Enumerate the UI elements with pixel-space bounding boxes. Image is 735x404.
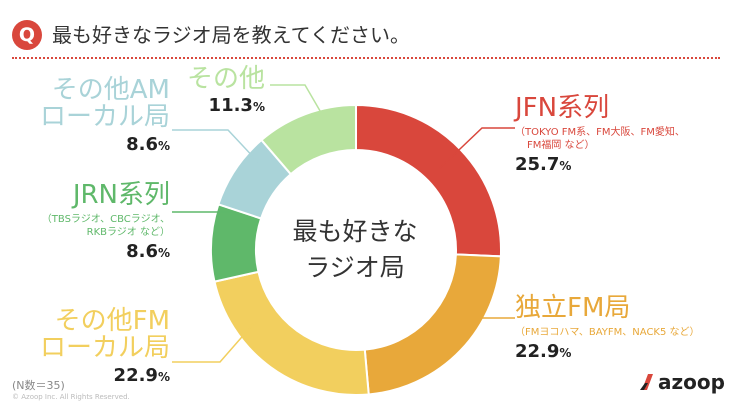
label-other-name: その他 (186, 64, 265, 94)
azoop-logo-text: azoop (658, 370, 725, 394)
label-other-fm-pct: 22.9% (113, 364, 170, 386)
label-jfn-pct: 25.7% (515, 154, 572, 176)
label-jrn-sub-1: （TBSラジオ、CBCラジオ、 (41, 214, 170, 226)
title-divider (12, 57, 720, 59)
label-jrn-pct: 8.6% (126, 241, 170, 263)
label-other-fm-name-2: ローカル局 (39, 333, 170, 364)
label-jfn-sub-2: FM福岡 など） (527, 140, 595, 152)
label-jrn-sub-2: RKBラジオ など） (86, 227, 170, 239)
chart-center-label: 最も好きな ラジオ局 (255, 214, 455, 286)
label-independent-fm-sub: （FMヨコハマ、BAYFM、NACK5 など） (515, 327, 700, 339)
label-independent-fm-name: 独立FM局 (515, 293, 631, 323)
copyright: © Azoop Inc. All Rights Reserved. (12, 393, 130, 401)
slice-other-fm (213, 270, 370, 396)
leader-line-other-fm (172, 321, 256, 363)
label-other-fm-name-1: その他FM (54, 306, 170, 336)
label-independent-fm-pct: 22.9% (515, 341, 572, 363)
leader-line-jfn (439, 127, 515, 169)
label-jfn: JFN系列 （TOKYO FM系、FM大阪、FM愛知、 FM福岡 など） 25.… (515, 93, 685, 176)
leader-line-other-am (172, 129, 259, 163)
question-title: 最も好きなラジオ局を教えてください。 (52, 23, 410, 47)
label-independent-fm: 独立FM局 （FMヨコハマ、BAYFM、NACK5 など） 22.9% (515, 293, 700, 363)
leader-line-other (270, 84, 331, 129)
question-badge: Q (12, 20, 42, 50)
label-other-am: その他AM ローカル局 8.6% (39, 75, 170, 155)
azoop-logo: azoop (640, 370, 725, 394)
slice-other (260, 103, 357, 176)
label-other-fm: その他FM ローカル局 22.9% (39, 306, 170, 386)
label-other-am-pct: 8.6% (126, 133, 170, 155)
label-jrn-name: JRN系列 (72, 180, 170, 210)
label-jfn-sub-1: （TOKYO FM系、FM大阪、FM愛知、 (515, 127, 685, 139)
label-jfn-name: JFN系列 (515, 93, 610, 123)
center-label-line-2: ラジオ局 (305, 253, 405, 282)
label-other-am-name-2: ローカル局 (39, 102, 170, 133)
label-other: その他 11.3% (186, 64, 265, 117)
sample-size-note: (N数＝35) (12, 379, 65, 392)
label-jrn: JRN系列 （TBSラジオ、CBCラジオ、 RKBラジオ など） 8.6% (41, 180, 170, 263)
center-label-line-1: 最も好きな (292, 217, 418, 246)
azoop-logo-icon (640, 374, 653, 390)
label-other-am-name-1: その他AM (51, 75, 170, 105)
label-other-pct: 11.3% (208, 95, 265, 117)
